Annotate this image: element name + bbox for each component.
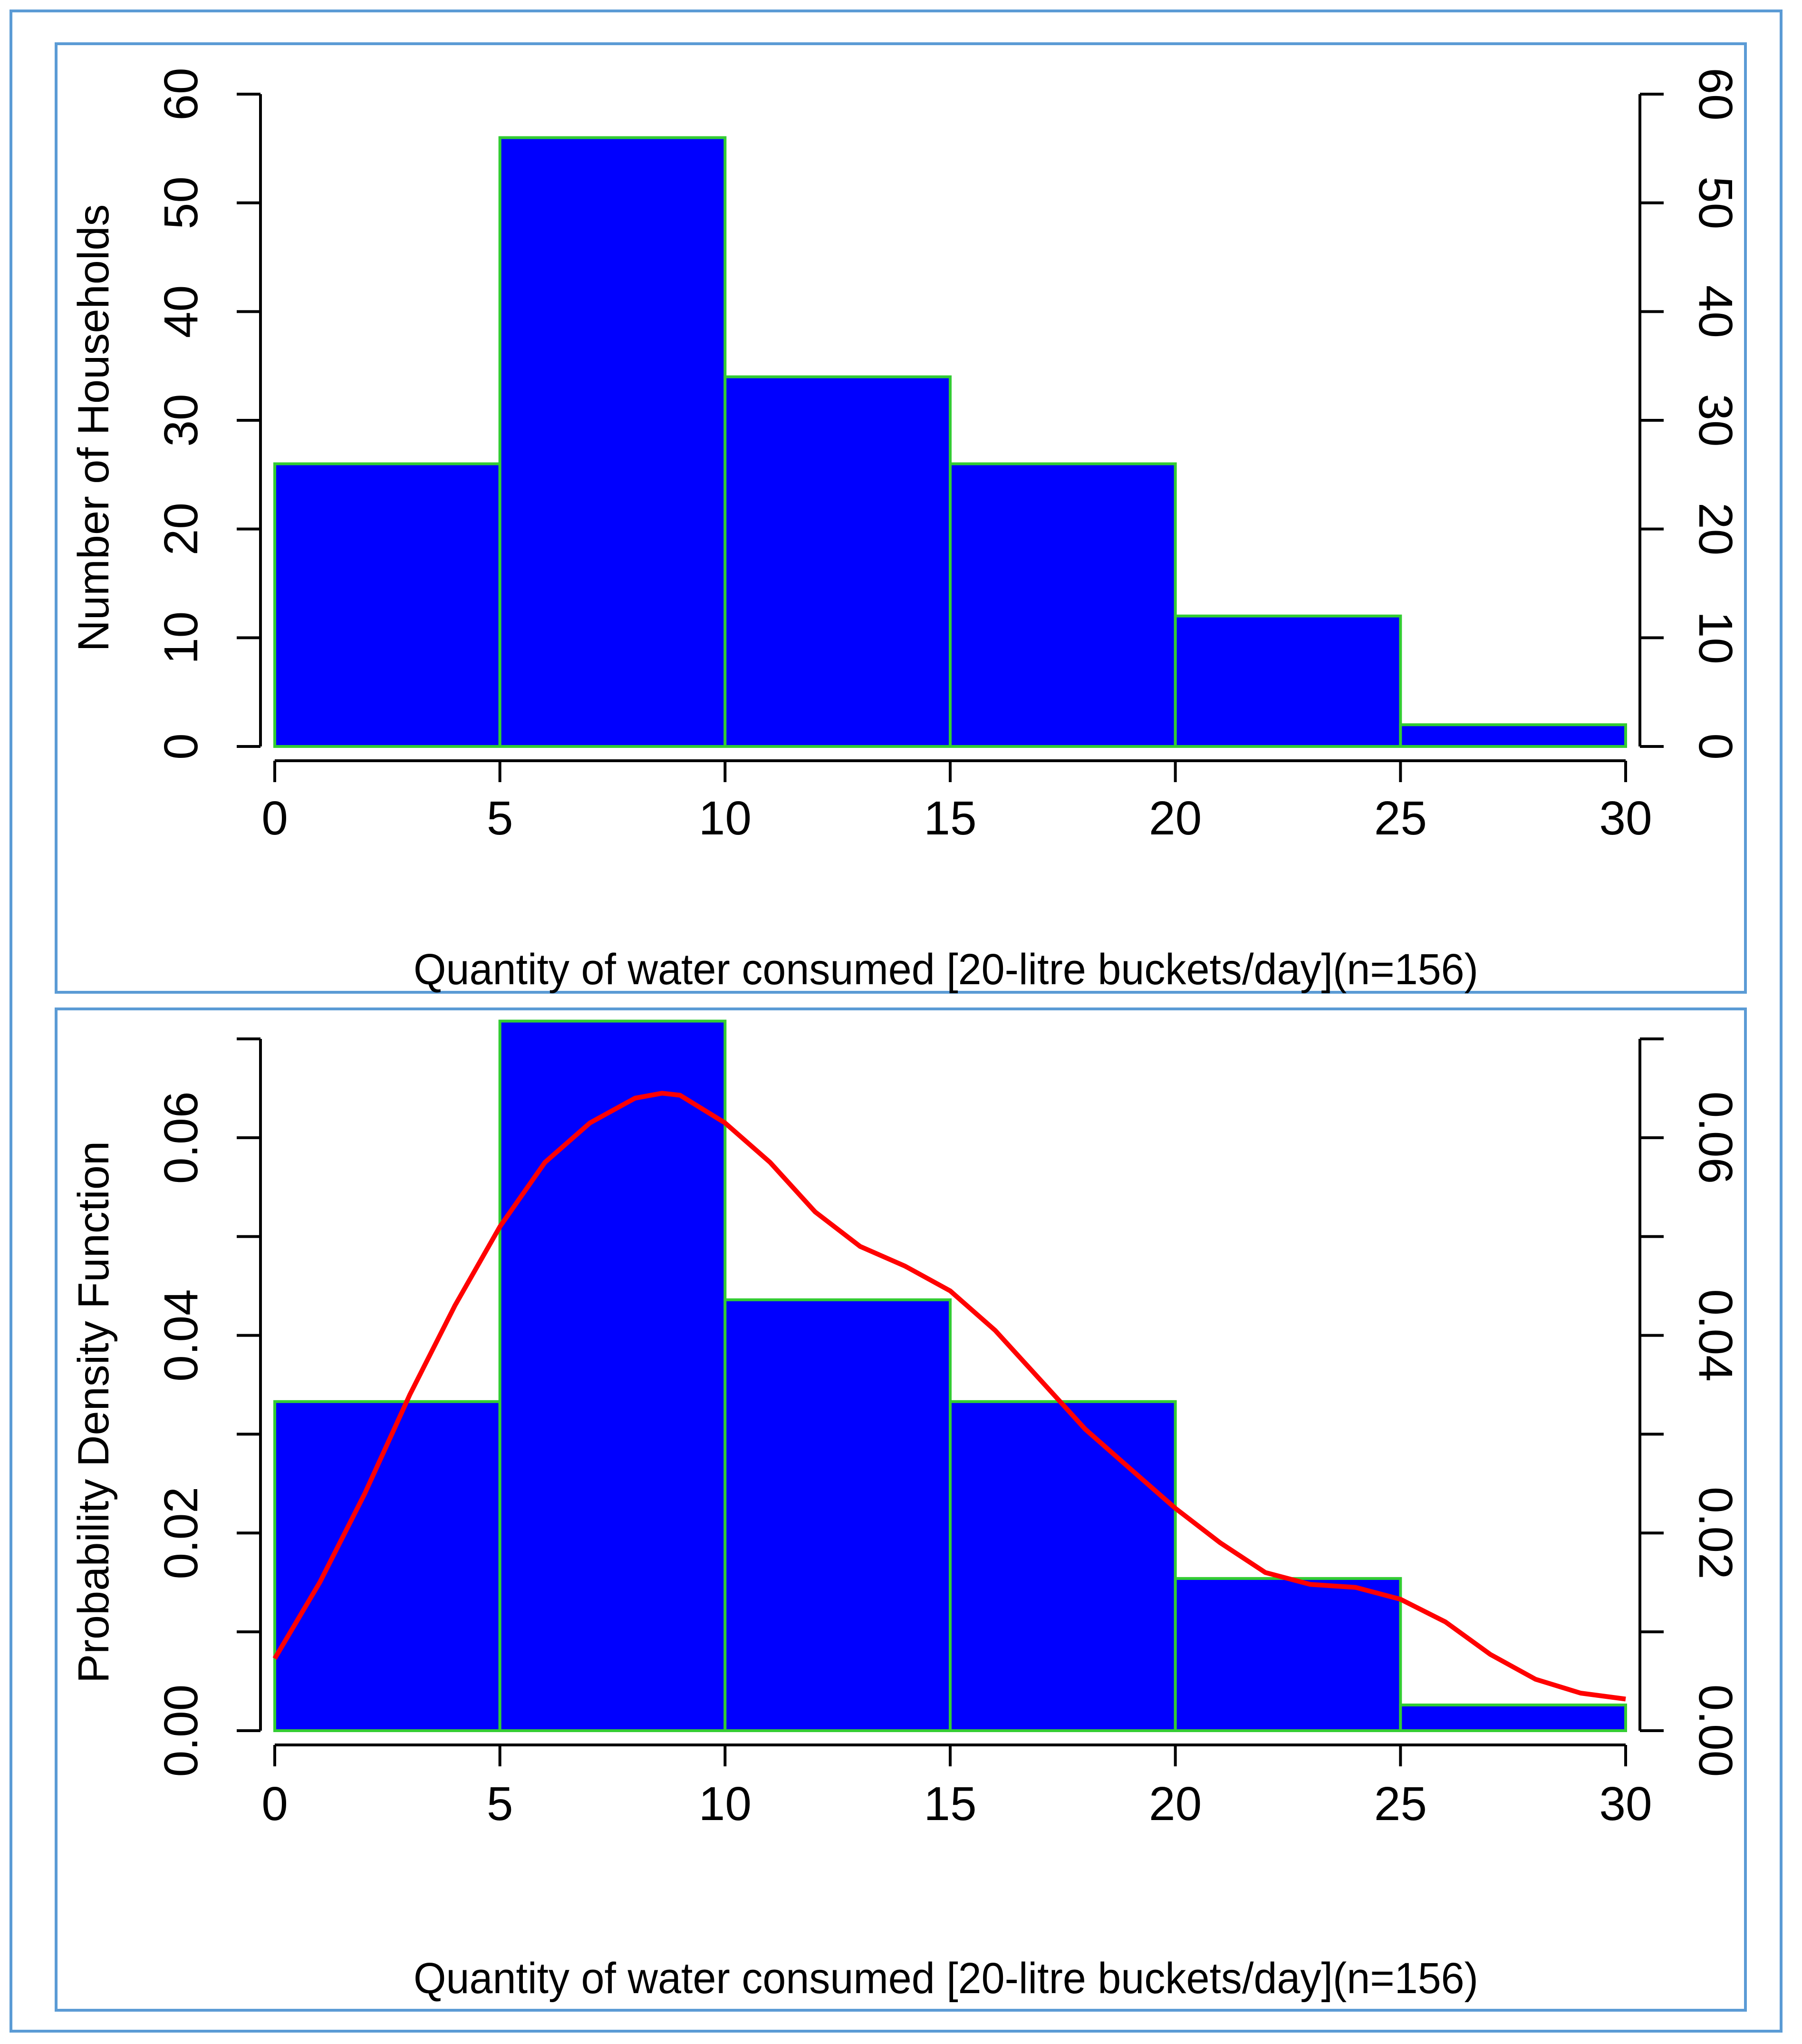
left-y-tick-label: 20: [154, 503, 208, 555]
x-tick-label: 10: [699, 792, 752, 845]
x-tick-label: 20: [1149, 1777, 1202, 1831]
left-y-tick-label: 0.06: [154, 1092, 208, 1184]
histogram-bar: [498, 1019, 727, 1732]
x-axis-title: Quantity of water consumed [20-litre buc…: [414, 1954, 1478, 2003]
histogram-bar: [273, 462, 501, 748]
histogram-bar: [1174, 1577, 1402, 1732]
right-y-tick-label: 0: [1689, 733, 1742, 760]
density-histogram-bars: [273, 1019, 1627, 1733]
left-y-tick-label: 0: [154, 733, 208, 760]
left-y-tick-label: 0.04: [154, 1289, 208, 1382]
right-y-tick-label: 0.00: [1689, 1685, 1742, 1777]
y-axis-title: Number of Households: [69, 204, 118, 652]
x-tick-label: 25: [1374, 1777, 1427, 1831]
panel-1-frame: [55, 42, 1747, 994]
histogram-bar: [273, 1400, 501, 1732]
x-tick-label: 25: [1374, 792, 1427, 845]
figure-frame: [10, 10, 1783, 2033]
y-axis-title: Probability Density Function: [69, 1141, 118, 1683]
x-tick-label: 15: [924, 792, 976, 845]
x-tick-label: 15: [924, 1777, 976, 1831]
density-curve: [272, 1091, 1626, 1702]
histogram-bar: [1174, 614, 1402, 748]
histogram-counts-panel: 0 5 10 15 20 25 30 0 0 10 10 20 20 30 30 40 40 50 50 60 60 N…: [55, 42, 1747, 994]
x-tick-label: 5: [487, 792, 513, 845]
left-y-tick-label: 0.02: [154, 1487, 208, 1579]
x-tick-label: 10: [699, 1777, 752, 1831]
histogram-axes: 0 5 10 15 20 25 30 0 0 10 10 20 20 30 30 40 40 50 50 60 60: [154, 68, 1742, 845]
panel-2-frame: [55, 1007, 1747, 2012]
right-y-tick-label: 30: [1689, 394, 1742, 446]
histogram-bar: [1399, 723, 1627, 748]
histogram-bar: [498, 136, 727, 748]
left-y-tick-label: 0.00: [154, 1685, 208, 1777]
right-y-tick-label: 40: [1689, 285, 1742, 338]
left-y-tick-label: 50: [154, 176, 208, 229]
left-y-tick-label: 30: [154, 394, 208, 446]
density-axes: 0 5 10 15 20 25 30 0.00 0.00 0.02 0.02 0.04 0.04 0.06…: [154, 1037, 1742, 1831]
x-axis-title: Quantity of water consumed [20-litre buc…: [414, 945, 1478, 994]
left-y-tick-label: 40: [154, 285, 208, 338]
right-y-tick-label: 60: [1689, 68, 1742, 120]
density-panel: 0 5 10 15 20 25 30 0.00 0.00 0.02 0.02 0.04 0.04 0.06…: [55, 1007, 1747, 2012]
left-y-tick-label: 60: [154, 68, 208, 120]
histogram-bar: [1399, 1703, 1627, 1732]
x-tick-label: 30: [1599, 792, 1652, 845]
histogram-bars: [273, 136, 1627, 748]
histogram-bar: [723, 1298, 952, 1733]
right-y-tick-label: 0.02: [1689, 1487, 1742, 1579]
x-tick-label: 5: [487, 1777, 513, 1831]
left-y-tick-label: 10: [154, 611, 208, 664]
x-tick-label: 20: [1149, 792, 1202, 845]
histogram-bar: [949, 462, 1177, 748]
right-y-tick-label: 0.04: [1689, 1289, 1742, 1382]
right-y-tick-label: 10: [1689, 611, 1742, 664]
right-y-tick-label: 20: [1689, 503, 1742, 555]
x-tick-label: 30: [1599, 1777, 1652, 1831]
x-tick-label: 0: [261, 792, 288, 845]
x-tick-label: 0: [261, 1777, 288, 1831]
right-y-tick-label: 0.06: [1689, 1092, 1742, 1184]
histogram-bar: [723, 375, 952, 748]
right-y-tick-label: 50: [1689, 176, 1742, 229]
histogram-bar: [949, 1400, 1177, 1732]
